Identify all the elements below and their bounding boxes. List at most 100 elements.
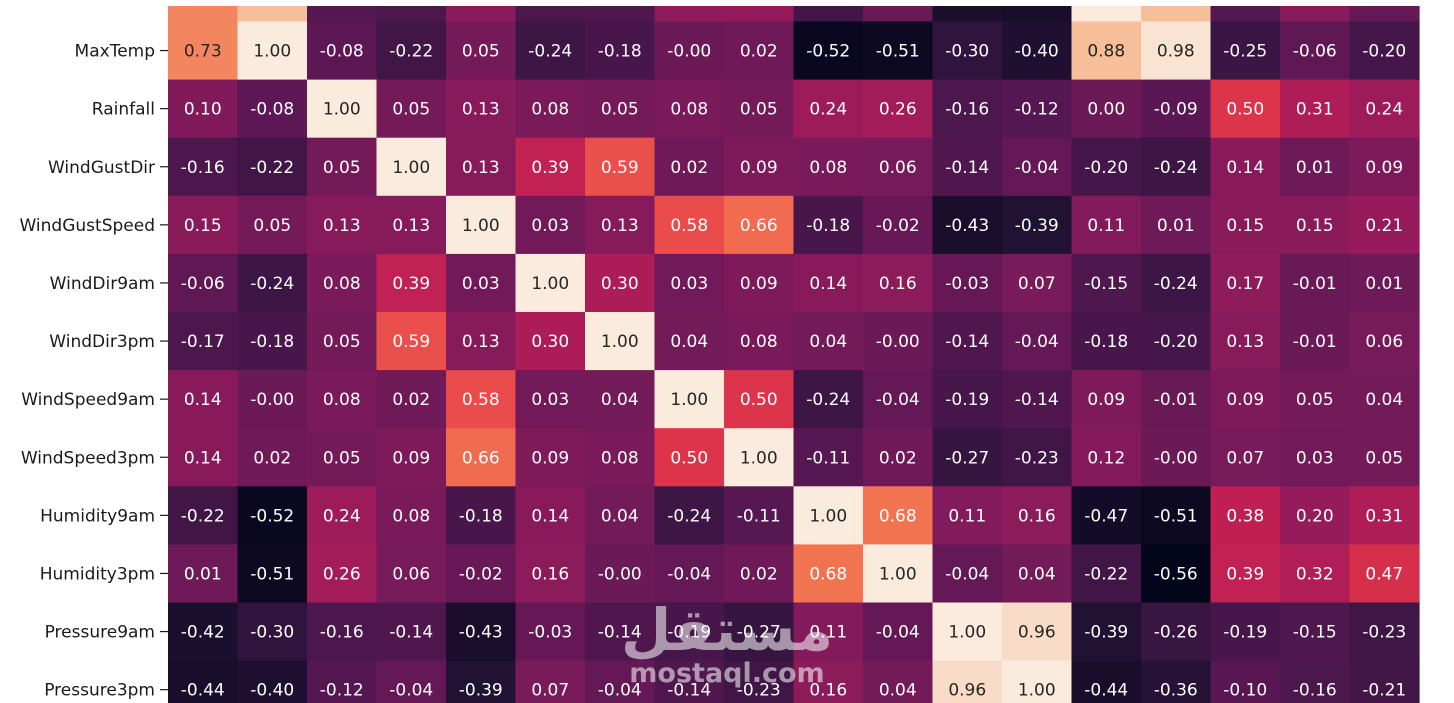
heatmap-cell xyxy=(376,370,447,429)
heatmap-cell-value: 0.39 xyxy=(531,158,569,178)
heatmap-cell-value: 0.58 xyxy=(670,216,708,236)
heatmap-cell xyxy=(237,544,308,604)
heatmap-cell xyxy=(515,428,586,487)
heatmap-cell xyxy=(376,312,447,371)
heatmap-cell-value: 1.00 xyxy=(740,448,778,468)
heatmap-cell-value: 0.16 xyxy=(531,564,569,584)
heatmap-cell xyxy=(1280,21,1351,81)
heatmap-cell-value: 0.39 xyxy=(392,274,430,294)
heatmap-cell xyxy=(1071,79,1142,139)
heatmap-cell xyxy=(793,137,864,197)
heatmap-cell-value: 0.07 xyxy=(1018,274,1056,294)
heatmap-cell-value: -0.16 xyxy=(320,623,364,643)
heatmap-cell xyxy=(1349,370,1420,429)
heatmap-cell-value: 0.04 xyxy=(601,390,639,410)
heatmap-cell-value: 0.02 xyxy=(670,158,708,178)
heatmap-cell-value: -0.17 xyxy=(181,332,225,352)
heatmap-cell xyxy=(237,137,308,197)
heatmap-cell xyxy=(1210,253,1281,313)
heatmap-cell-value: -0.08 xyxy=(320,42,364,62)
heatmap-cell xyxy=(932,195,1003,255)
heatmap-cell xyxy=(168,21,239,81)
heatmap-cell xyxy=(932,253,1003,313)
heatmap-cell-value: -0.39 xyxy=(1084,623,1128,643)
heatmap-partial-cell xyxy=(376,6,447,22)
heatmap-cell-value: 1.00 xyxy=(392,158,430,178)
heatmap-cell xyxy=(1071,21,1142,81)
heatmap-cell-value: -0.04 xyxy=(598,681,642,701)
heatmap-cell xyxy=(585,602,656,662)
heatmap-partial-cell xyxy=(1141,6,1212,22)
heatmap-cell xyxy=(1280,370,1351,429)
heatmap-cell xyxy=(1210,544,1281,604)
heatmap-cell xyxy=(1071,253,1142,313)
heatmap-cell-value: -0.18 xyxy=(1084,332,1128,352)
heatmap-cell-value: 0.15 xyxy=(1296,216,1334,236)
heatmap-cell-value: 0.05 xyxy=(601,100,639,120)
row-label: Rainfall xyxy=(92,100,155,120)
heatmap-cell-value: 0.47 xyxy=(1365,564,1403,584)
heatmap-cell-value: -0.02 xyxy=(459,564,503,584)
heatmap-cell-value: 0.20 xyxy=(1296,506,1334,526)
heatmap-cell-value: 0.09 xyxy=(531,448,569,468)
heatmap-cell xyxy=(168,137,239,197)
heatmap-cell xyxy=(654,486,725,545)
heatmap-cell xyxy=(376,79,447,139)
heatmap-cell-value: -0.04 xyxy=(876,623,920,643)
heatmap-cell-value: 0.96 xyxy=(1018,623,1056,643)
heatmap-cell-value: 0.26 xyxy=(323,564,361,584)
heatmap-cell-value: 0.08 xyxy=(323,274,361,294)
heatmap-cell-value: -0.26 xyxy=(1154,623,1198,643)
heatmap-cell xyxy=(1002,253,1073,313)
heatmap-cell-value: 0.50 xyxy=(740,390,778,410)
heatmap-cell-value: 0.21 xyxy=(1365,216,1403,236)
heatmap-cell xyxy=(307,428,378,487)
heatmap-cell-value: 0.08 xyxy=(809,158,847,178)
heatmap-cell xyxy=(1002,544,1073,604)
heatmap-cell-value: 1.00 xyxy=(670,390,708,410)
heatmap-cell xyxy=(724,253,795,313)
heatmap-cell xyxy=(515,21,586,81)
heatmap-partial-cell xyxy=(1280,6,1351,22)
heatmap-cell-value: -0.44 xyxy=(1084,681,1128,701)
heatmap-cell xyxy=(1002,486,1073,545)
heatmap-cell xyxy=(1002,137,1073,197)
heatmap-cell xyxy=(168,370,239,429)
heatmap-cell-value: -0.24 xyxy=(250,274,294,294)
row-label: Pressure3pm xyxy=(44,681,155,701)
heatmap-cell xyxy=(376,137,447,197)
heatmap-cell xyxy=(863,370,934,429)
heatmap-cell xyxy=(1210,195,1281,255)
heatmap-cell-value: 0.03 xyxy=(1296,448,1334,468)
heatmap-cell-value: 0.39 xyxy=(1226,564,1264,584)
heatmap-partial-cell xyxy=(793,6,864,22)
heatmap-cell xyxy=(1141,544,1212,604)
heatmap-cell-value: 0.03 xyxy=(531,216,569,236)
heatmap-cell-value: 0.31 xyxy=(1365,506,1403,526)
heatmap-cell xyxy=(1210,21,1281,81)
heatmap-cell-value: -0.51 xyxy=(1154,506,1198,526)
heatmap-cell xyxy=(585,370,656,429)
heatmap-cell-value: 0.96 xyxy=(948,681,986,701)
heatmap-cell-value: 0.13 xyxy=(323,216,361,236)
heatmap-cell-value: -0.24 xyxy=(1154,274,1198,294)
heatmap-cell xyxy=(1349,21,1420,81)
heatmap-cell xyxy=(1141,660,1212,703)
heatmap-cell-value: -0.19 xyxy=(667,623,711,643)
heatmap-cell-value: 0.09 xyxy=(1226,390,1264,410)
heatmap-cell xyxy=(585,137,656,197)
heatmap-cell-value: 0.26 xyxy=(879,100,917,120)
heatmap-cell xyxy=(1210,486,1281,545)
heatmap-cell-value: -0.00 xyxy=(250,390,294,410)
heatmap-cell xyxy=(307,195,378,255)
heatmap-cell-value: 0.02 xyxy=(253,448,291,468)
heatmap-cell xyxy=(1071,312,1142,371)
heatmap-cell-value: -0.51 xyxy=(876,42,920,62)
heatmap-cell xyxy=(307,486,378,545)
heatmap-cell xyxy=(932,137,1003,197)
heatmap-cell-value: -0.12 xyxy=(320,681,364,701)
watermark-latin-text: mostaql.com xyxy=(629,658,824,689)
heatmap-cell-value: 1.00 xyxy=(531,274,569,294)
heatmap-cell xyxy=(654,195,725,255)
row-label: WindSpeed3pm xyxy=(21,448,155,468)
